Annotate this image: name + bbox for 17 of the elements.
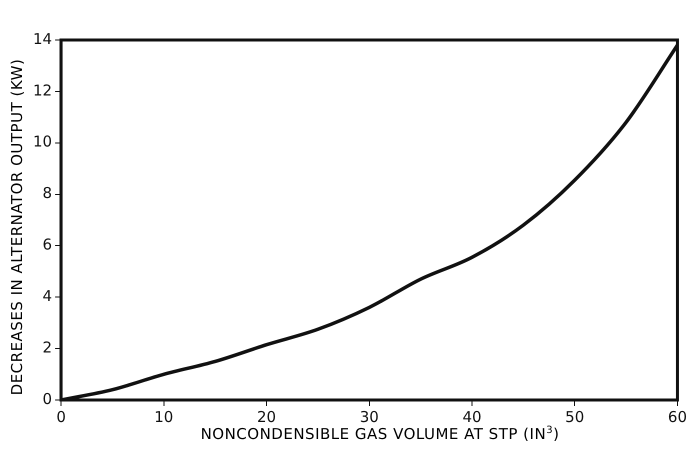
x-tick-label: 20	[256, 408, 276, 426]
y-tick-label: 2	[42, 338, 52, 356]
x-tick-label: 30	[360, 408, 379, 426]
y-tick-label: 4	[42, 287, 52, 306]
x-tick-label: 0	[56, 408, 66, 426]
y-tick-label: 8	[42, 184, 52, 202]
y-tick-label: 14	[32, 30, 52, 48]
x-axis-title: NONCONDENSIBLE GAS VOLUME AT STP (IN$^{3}$)	[200, 425, 560, 443]
x-tick-label: 60	[668, 408, 688, 426]
x-tick-label: 40	[462, 408, 482, 426]
x-tick-label: 10	[154, 408, 174, 426]
y-tick-label: 6	[42, 236, 52, 254]
y-tick-label: 12	[32, 81, 52, 100]
y-axis-title: DECREASES IN ALTERNATOR OUTPUT (KW)	[8, 58, 26, 398]
y-tick-label: 0	[42, 390, 52, 408]
y-tick-label: 10	[32, 132, 52, 151]
x-tick-label: 50	[565, 408, 584, 426]
